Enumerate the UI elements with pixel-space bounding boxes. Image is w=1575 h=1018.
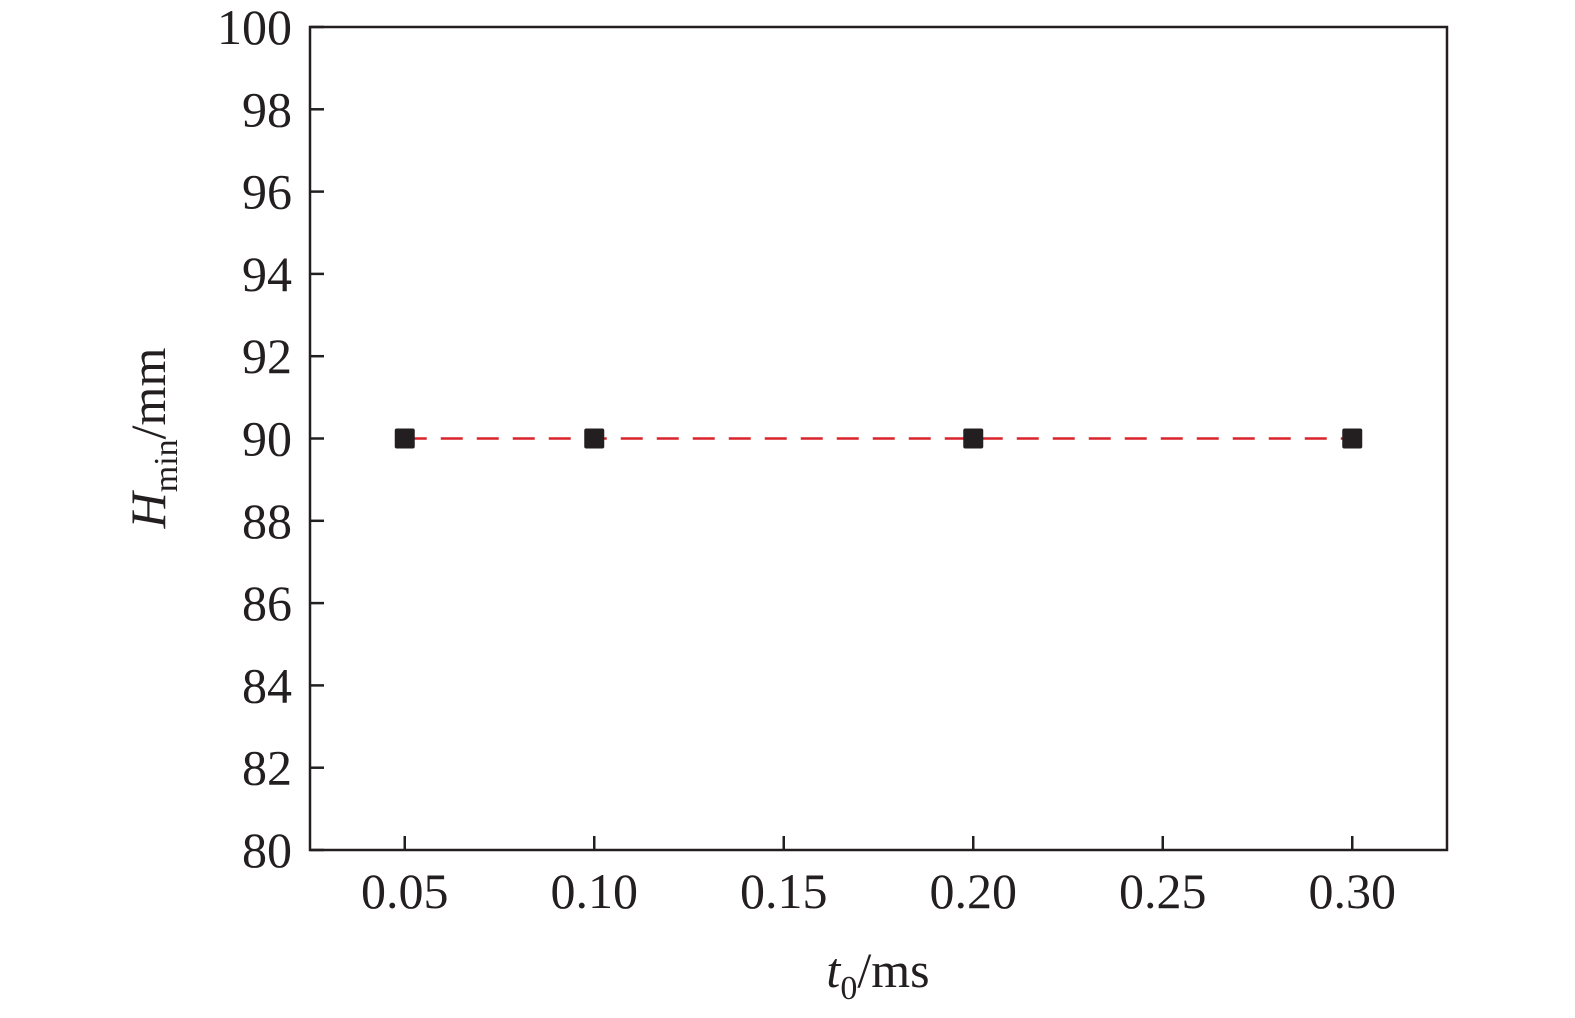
y-tick-label: 88 — [242, 493, 292, 549]
y-axis-subscript: min — [148, 439, 185, 492]
y-tick-label: 90 — [242, 411, 292, 467]
y-tick-label: 86 — [242, 575, 292, 631]
y-axis-ticks: 80 82 84 86 88 90 92 94 96 98 100 — [217, 0, 324, 878]
data-point — [394, 428, 415, 449]
data-point — [1342, 428, 1363, 449]
data-point — [584, 428, 605, 449]
y-tick-label: 80 — [242, 822, 292, 878]
y-tick-label: 96 — [242, 164, 292, 220]
series-layer — [394, 428, 1363, 449]
y-tick-label: 82 — [242, 740, 292, 796]
x-axis-subscript: 0 — [840, 970, 857, 1007]
y-axis-unit: /mm — [120, 348, 176, 440]
x-tick-label: 0.10 — [551, 863, 639, 919]
x-tick-label: 0.05 — [361, 863, 449, 919]
y-tick-label: 84 — [242, 657, 292, 713]
y-tick-label: 92 — [242, 328, 292, 384]
x-axis-title: t0/ms — [826, 942, 929, 1007]
y-tick-label: 100 — [217, 0, 292, 55]
x-tick-label: 0.20 — [930, 863, 1018, 919]
y-tick-label: 98 — [242, 81, 292, 137]
y-tick-label: 94 — [242, 246, 292, 302]
x-tick-label: 0.25 — [1119, 863, 1207, 919]
plot-frame — [308, 25, 1449, 852]
y-axis-symbol: H — [120, 489, 176, 529]
x-tick-label: 0.30 — [1309, 863, 1397, 919]
x-axis-ticks: 0.05 0.10 0.15 0.20 0.25 0.30 — [361, 836, 1396, 919]
x-tick-label: 0.15 — [740, 863, 828, 919]
y-axis-title: Hmin/mm — [120, 348, 185, 530]
data-point — [963, 428, 984, 449]
x-axis-symbol: t — [826, 942, 841, 998]
x-axis-unit: /ms — [857, 942, 929, 998]
